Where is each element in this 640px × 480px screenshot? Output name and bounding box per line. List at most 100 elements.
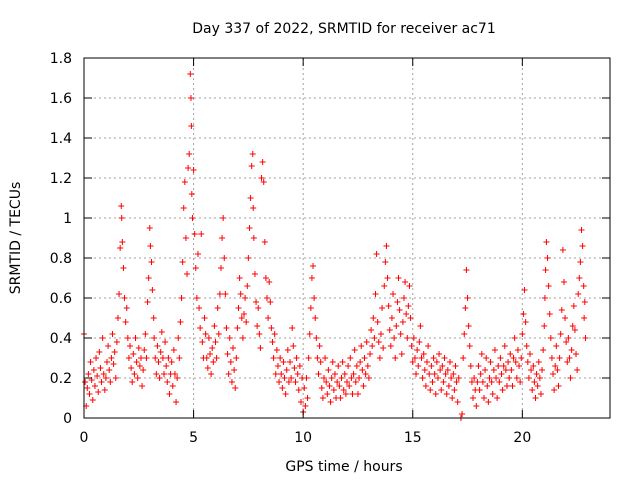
data-point [154, 343, 161, 349]
data-point [385, 303, 392, 309]
data-point [577, 259, 584, 265]
data-point [388, 315, 395, 321]
data-point [341, 371, 348, 377]
data-point [269, 339, 276, 345]
data-point [315, 371, 322, 377]
data-point [170, 347, 177, 353]
data-point [264, 295, 271, 301]
data-point [437, 367, 444, 373]
data-point [474, 379, 481, 385]
data-point [238, 315, 245, 321]
data-point [486, 375, 493, 381]
data-point [338, 375, 345, 381]
data-point [393, 323, 400, 329]
data-point [114, 315, 121, 321]
data-point [107, 379, 114, 385]
data-point [420, 351, 427, 357]
data-point [464, 295, 471, 301]
data-point [465, 323, 472, 329]
data-point [149, 287, 156, 293]
data-point [248, 163, 255, 169]
data-point [226, 335, 233, 341]
data-point [257, 345, 264, 351]
data-point [148, 259, 155, 265]
data-point [249, 151, 256, 157]
data-point [507, 351, 514, 357]
data-point [101, 387, 108, 393]
data-point [582, 335, 589, 341]
data-point [559, 247, 566, 253]
data-point [118, 215, 125, 221]
data-point [422, 383, 429, 389]
data-point [123, 305, 130, 311]
data-point [280, 359, 287, 365]
data-point [89, 397, 96, 403]
data-point [122, 319, 129, 325]
data-point [129, 379, 136, 385]
data-point [276, 379, 283, 385]
data-point [199, 339, 206, 345]
data-point [517, 379, 524, 385]
data-point [491, 347, 498, 353]
data-point [525, 375, 532, 381]
data-point [509, 383, 516, 389]
data-point [544, 255, 551, 261]
data-point [174, 375, 181, 381]
data-point [310, 263, 317, 269]
data-point [250, 205, 257, 211]
data-point [156, 375, 163, 381]
data-point [301, 385, 308, 391]
data-point [410, 335, 417, 341]
data-point [165, 355, 172, 361]
data-point [377, 331, 384, 337]
data-point [223, 325, 230, 331]
data-point [562, 315, 569, 321]
data-point [102, 375, 109, 381]
data-point [128, 365, 135, 371]
data-point [181, 179, 188, 185]
data-point [192, 265, 199, 271]
data-point [187, 95, 194, 101]
data-point [158, 329, 165, 335]
data-point [176, 355, 183, 361]
data-point [417, 323, 424, 329]
data-point [442, 371, 449, 377]
data-point [415, 363, 422, 369]
data-point [482, 367, 489, 373]
x-tick-labels: 0 5 10 15 20 [80, 430, 532, 446]
data-point [450, 371, 457, 377]
y-tick-label: 1 [63, 211, 72, 227]
data-point [242, 295, 249, 301]
data-point [459, 411, 466, 417]
y-tick-label: 1.6 [50, 91, 72, 107]
data-point [313, 335, 320, 341]
data-point [98, 379, 105, 385]
data-point [344, 379, 350, 385]
data-point [531, 379, 538, 385]
data-point [475, 363, 482, 369]
data-point [451, 387, 458, 393]
data-point [146, 225, 153, 231]
data-point [296, 363, 303, 369]
data-point [204, 365, 211, 371]
data-point [346, 383, 353, 389]
data-point [527, 351, 534, 357]
data-point [217, 265, 224, 271]
data-point [255, 305, 262, 311]
data-point [308, 275, 315, 281]
data-point [318, 385, 325, 391]
data-point [235, 305, 242, 311]
data-point [303, 375, 310, 381]
data-point [537, 391, 544, 397]
data-point [398, 351, 405, 357]
data-point [553, 343, 560, 349]
data-point [371, 335, 378, 341]
data-point [191, 231, 198, 237]
data-point [462, 305, 469, 311]
data-point [143, 355, 150, 361]
data-point [328, 375, 335, 381]
data-point [306, 331, 313, 337]
data-point [236, 275, 243, 281]
data-point [439, 363, 446, 369]
data-point [520, 311, 527, 317]
